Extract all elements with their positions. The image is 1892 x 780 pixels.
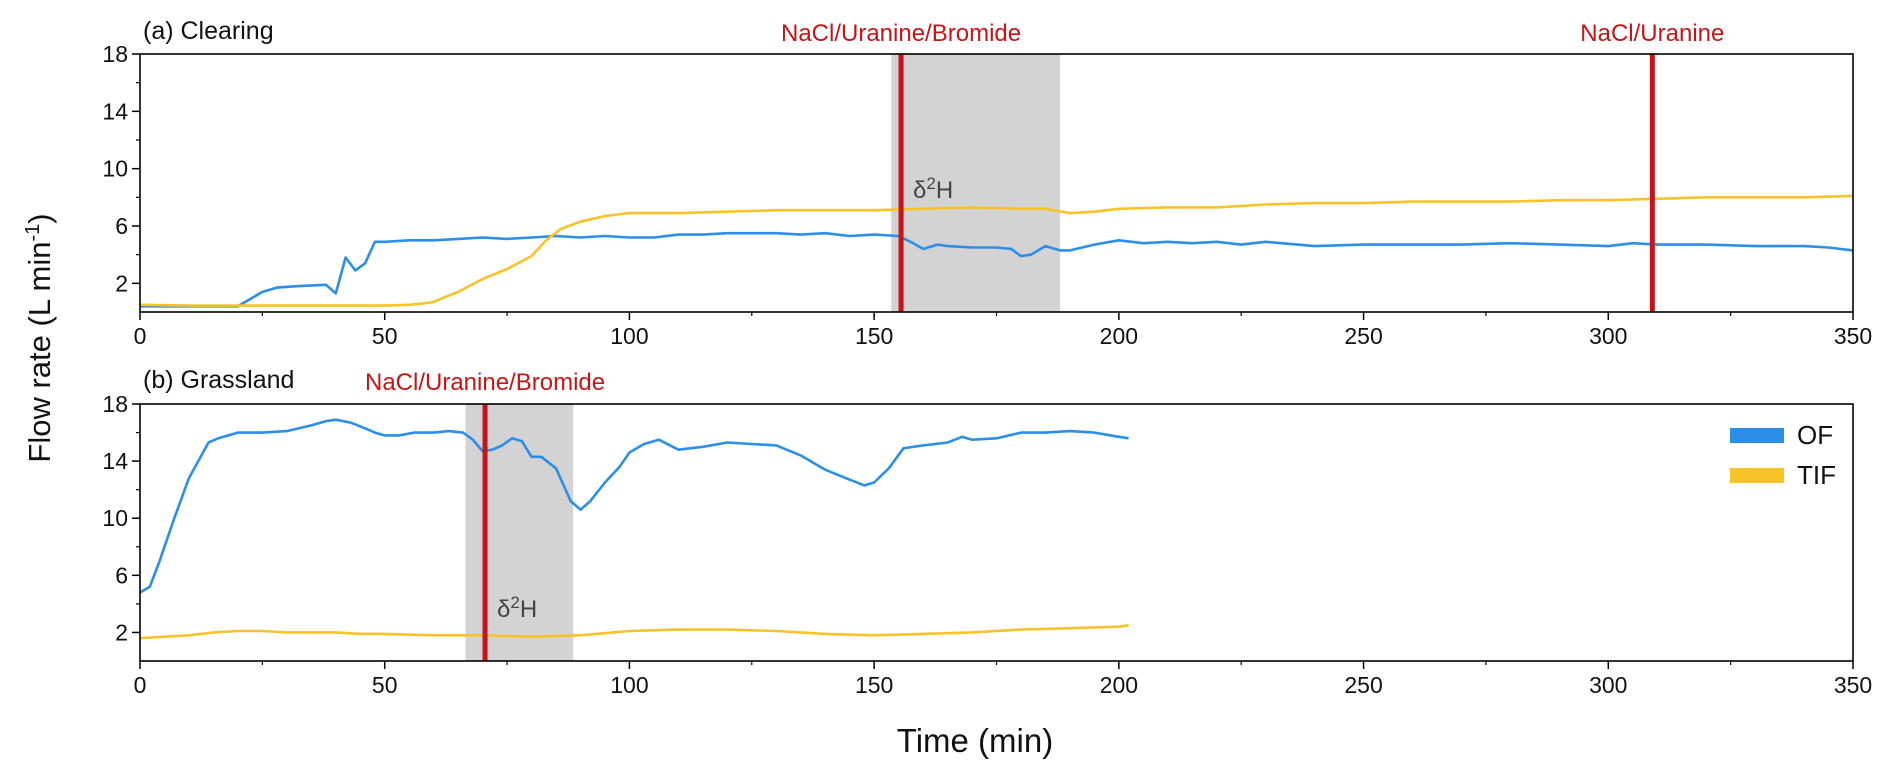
series-line-of: [139, 418, 1129, 594]
shaded-region-label: δ2H: [913, 174, 953, 205]
x-tick-label: 250: [1344, 672, 1382, 698]
y-tick-label: 18: [102, 41, 128, 67]
x-tick-label: 150: [855, 672, 893, 698]
x-tick-label: 200: [1100, 672, 1138, 698]
panel-title: (a) Clearing: [143, 17, 274, 45]
y-tick-label: 10: [102, 505, 128, 531]
series-line-tif: [139, 194, 1854, 307]
x-tick-label: 50: [372, 323, 398, 349]
x-tick-label: 350: [1834, 323, 1872, 349]
x-tick-label: 300: [1589, 323, 1627, 349]
y-tick-label: 2: [115, 619, 128, 645]
x-tick-label: 150: [855, 323, 893, 349]
series-line-tif: [139, 624, 1129, 640]
x-tick-label: 50: [372, 672, 398, 698]
y-tick-label: 6: [115, 213, 128, 239]
x-tick-label: 0: [134, 672, 147, 698]
y-tick-label: 14: [102, 448, 128, 474]
y-tick-label: 2: [115, 270, 128, 296]
x-tick-label: 250: [1344, 323, 1382, 349]
panel-clearing: δ2H NaCl/Uranine/Bromide NaCl/Uranine 0 50…: [102, 17, 1872, 349]
x-tick-label: 350: [1834, 672, 1872, 698]
y-axis-label: Flow rate (L min-1): [22, 213, 57, 462]
panel-title: (b) Grassland: [143, 366, 294, 394]
y-tick-label: 18: [102, 391, 128, 417]
x-tick-label: 200: [1100, 323, 1138, 349]
x-axis-label: Time (min): [897, 722, 1053, 759]
x-tick-label: 100: [610, 672, 648, 698]
x-tick-label: 300: [1589, 672, 1627, 698]
legend: OF TIF: [1730, 420, 1836, 490]
event-marker-label: NaCl/Uranine: [1580, 20, 1724, 47]
y-tick-label: 10: [102, 156, 128, 182]
legend-label-tif: TIF: [1797, 460, 1836, 490]
shaded-region-label: δ2H: [497, 593, 537, 624]
event-marker-label: NaCl/Uranine/Bromide: [781, 20, 1021, 47]
panel-grassland: δ2H NaCl/Uranine/Bromide 0 50 100 150 200 250…: [102, 366, 1872, 698]
legend-swatch-tif: [1730, 468, 1784, 483]
legend-label-of: OF: [1797, 420, 1833, 450]
x-tick-label: 100: [610, 323, 648, 349]
y-tick-label: 14: [102, 98, 128, 124]
x-tick-label: 0: [134, 323, 147, 349]
y-tick-label: 6: [115, 562, 128, 588]
plot-frame: [139, 403, 1854, 662]
legend-swatch-of: [1730, 428, 1784, 443]
event-marker-label: NaCl/Uranine/Bromide: [365, 369, 605, 396]
shaded-region: [891, 54, 1061, 312]
